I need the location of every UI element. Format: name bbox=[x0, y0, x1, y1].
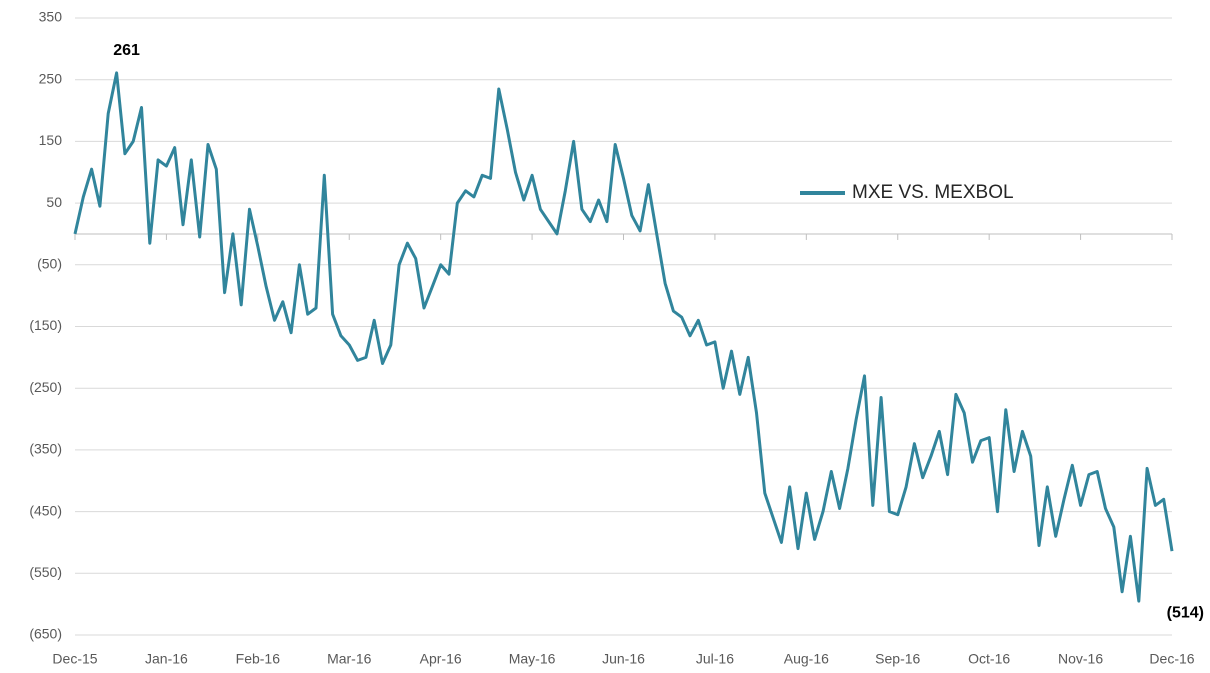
legend-label: MXE VS. MEXBOL bbox=[852, 182, 1014, 203]
x-tick-label: May-16 bbox=[509, 651, 556, 667]
x-tick-label: Oct-16 bbox=[968, 651, 1010, 667]
y-tick-label: 350 bbox=[39, 9, 63, 25]
y-tick-label: 50 bbox=[46, 194, 62, 210]
x-tick-label: Jul-16 bbox=[696, 651, 734, 667]
y-tick-label: 250 bbox=[39, 70, 63, 86]
y-tick-label: (450) bbox=[29, 502, 62, 518]
x-tick-label: Jan-16 bbox=[145, 651, 188, 667]
y-tick-label: 150 bbox=[39, 132, 63, 148]
series-line bbox=[73, 71, 1174, 603]
x-tick-label: Nov-16 bbox=[1058, 651, 1103, 667]
x-tick-label: Dec-16 bbox=[1149, 651, 1194, 667]
data-label: 261 bbox=[113, 42, 140, 59]
data-label: (514) bbox=[1167, 604, 1204, 621]
x-tick-label: Feb-16 bbox=[236, 651, 281, 667]
y-tick-label: (550) bbox=[29, 564, 62, 580]
y-tick-label: (250) bbox=[29, 379, 62, 395]
x-tick-label: Jun-16 bbox=[602, 651, 645, 667]
x-tick-label: Aug-16 bbox=[784, 651, 829, 667]
x-tick-label: Apr-16 bbox=[420, 651, 462, 667]
y-tick-label: (650) bbox=[29, 626, 62, 642]
y-tick-label: (150) bbox=[29, 317, 62, 333]
x-tick-label: Mar-16 bbox=[327, 651, 372, 667]
x-tick-label: Sep-16 bbox=[875, 651, 920, 667]
x-tick-label: Dec-15 bbox=[52, 651, 97, 667]
y-tick-label: (50) bbox=[37, 256, 62, 272]
y-tick-label: (350) bbox=[29, 441, 62, 457]
